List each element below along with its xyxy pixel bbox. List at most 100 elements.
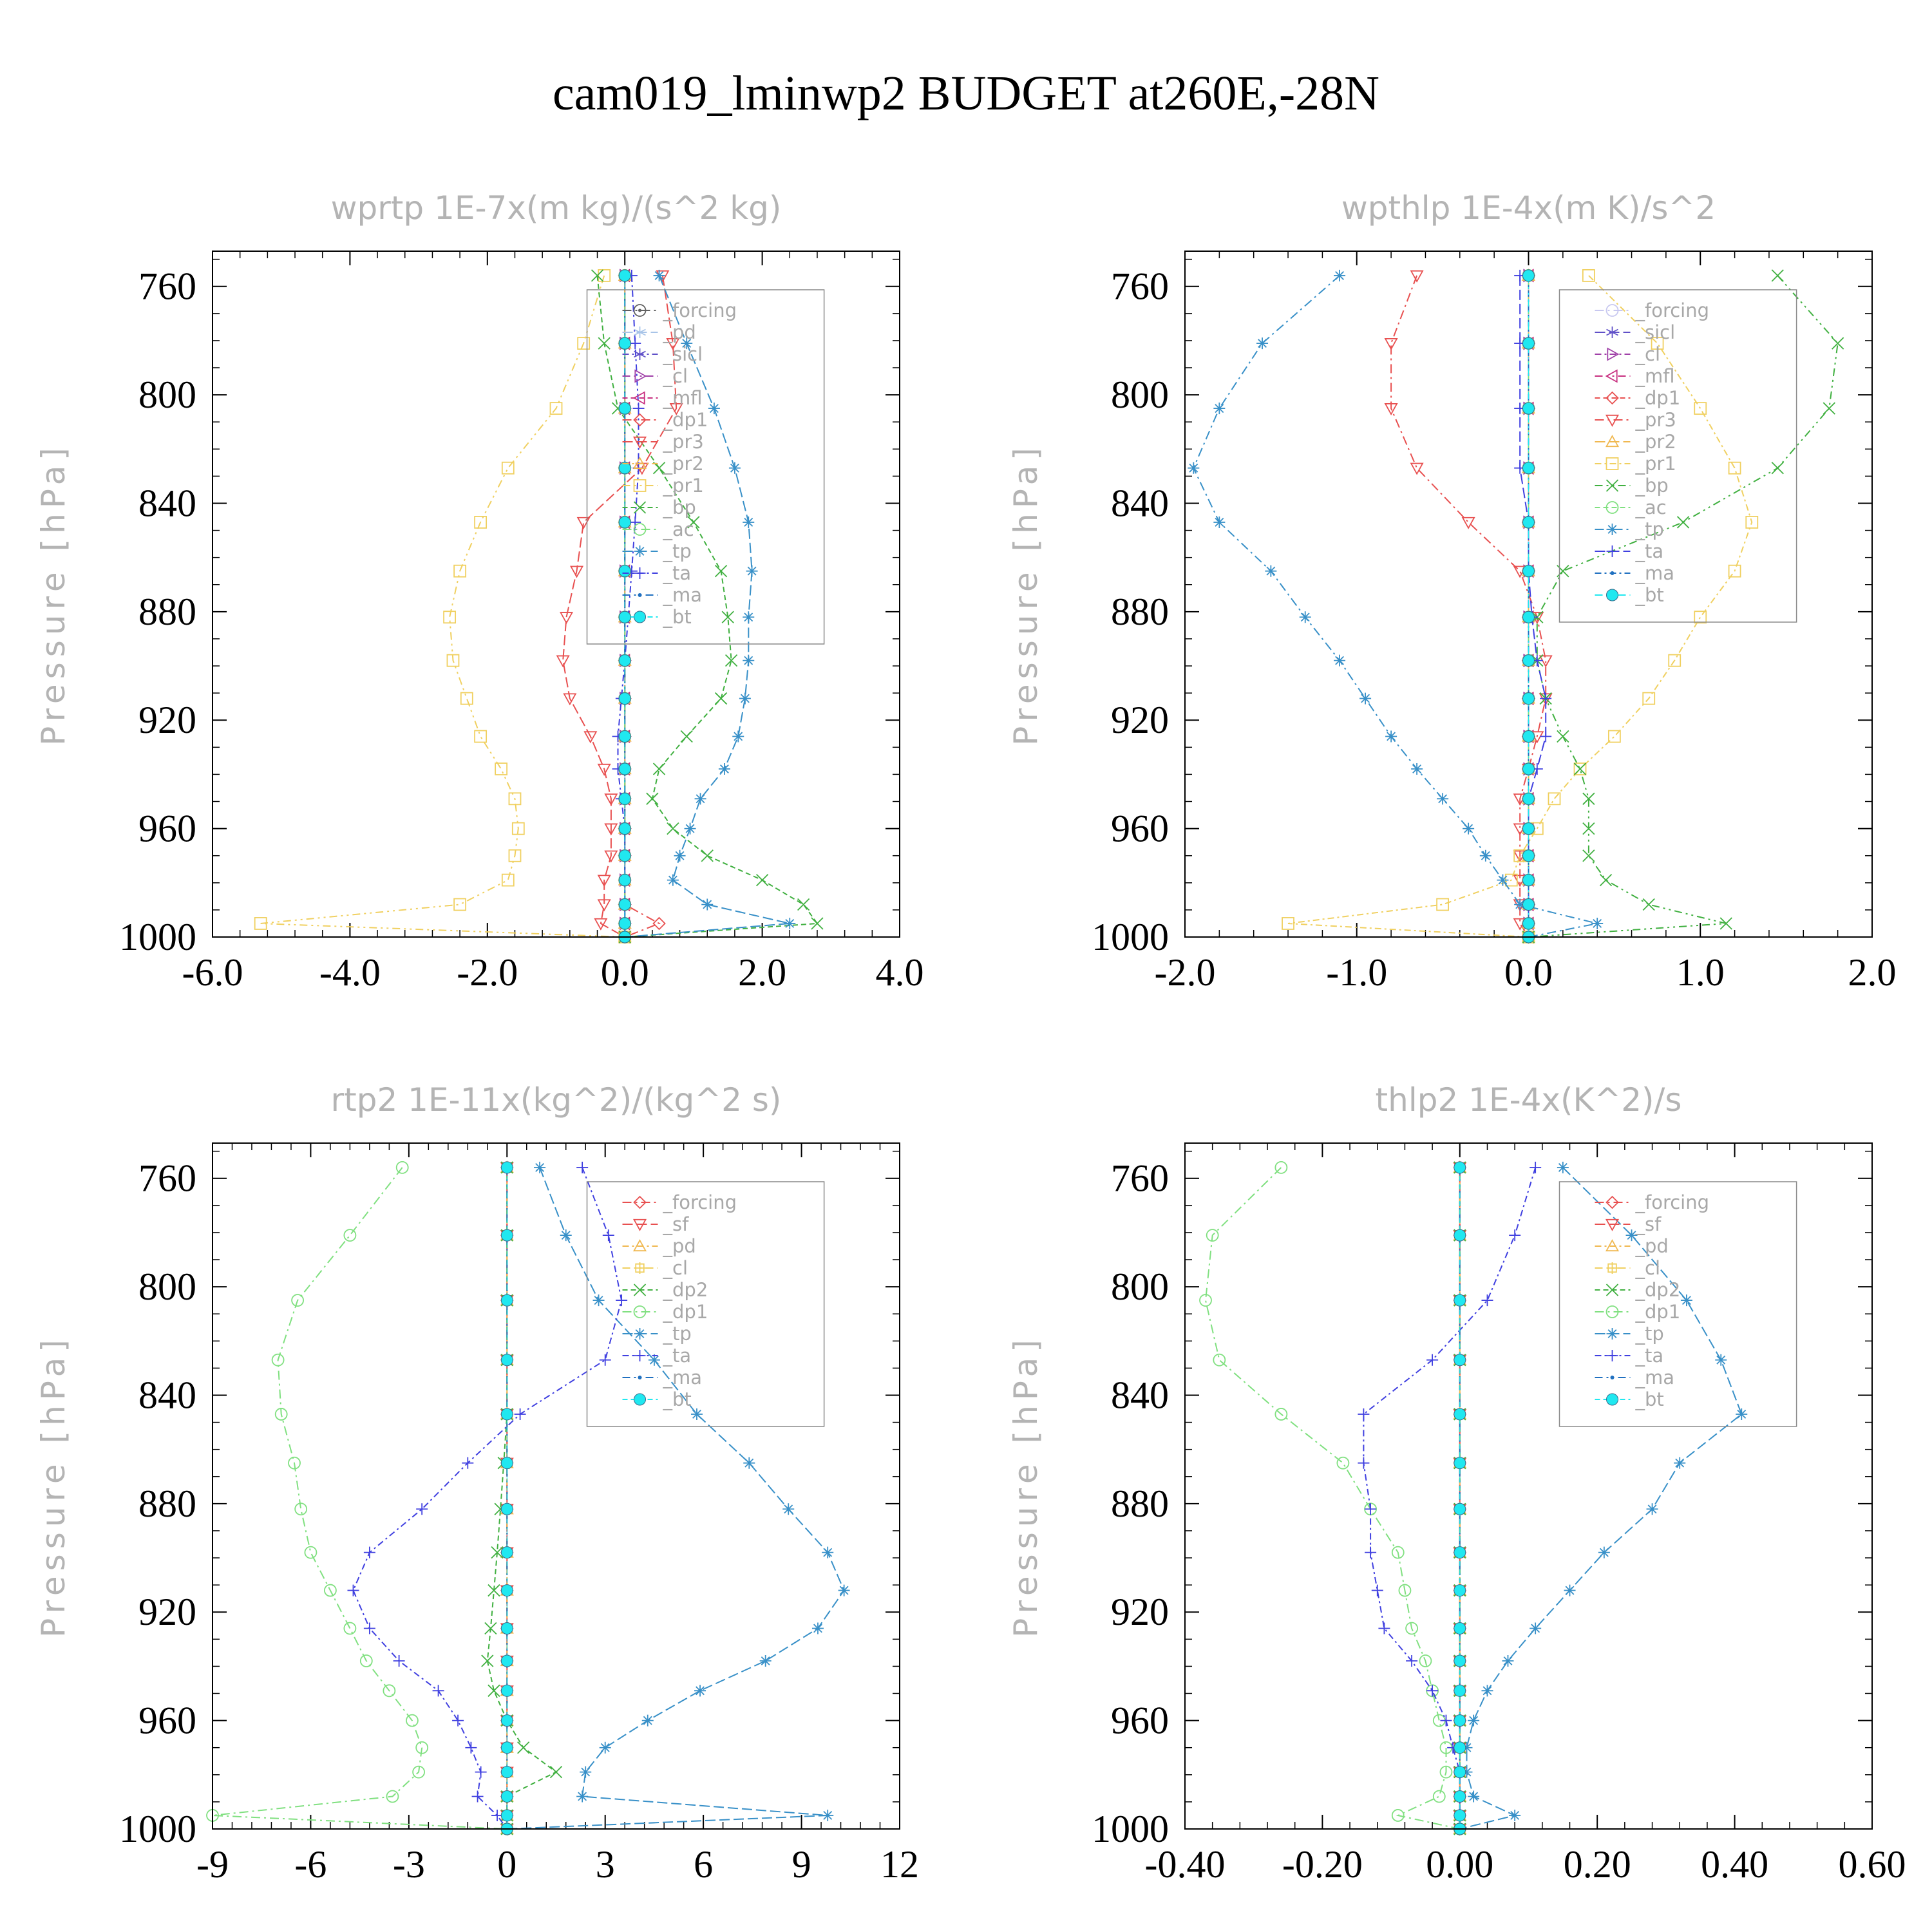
data-point-pr1: [1548, 792, 1561, 806]
y-tick-label: 920: [1111, 699, 1169, 741]
data-point-pr3: [597, 899, 611, 912]
data-point-bt: [1454, 1809, 1466, 1822]
series-line-bp: [1528, 275, 1839, 938]
data-point-pr1: [501, 873, 515, 887]
data-point-dp1: [1398, 1584, 1412, 1597]
data-point-bt: [500, 1161, 513, 1174]
data-point-pr1: [495, 762, 508, 775]
x-tick-label: 0: [497, 1843, 516, 1886]
data-point-dp2: [488, 1684, 500, 1697]
x-tick-label: 2.0: [1848, 951, 1897, 994]
data-point-ta: [602, 1229, 614, 1242]
data-point-ta: [616, 1294, 628, 1307]
data-point-tp: [1334, 654, 1346, 667]
legend-marker: [1606, 524, 1618, 535]
series-line-tp: [1459, 1167, 1743, 1830]
data-point-pr3: [604, 793, 618, 806]
y-tick-label: 1000: [119, 1808, 196, 1850]
data-point-tp: [1715, 1354, 1727, 1366]
data-point-pr3: [1410, 462, 1424, 475]
data-point-pr1: [1282, 917, 1294, 930]
data-point-bt: [500, 1790, 513, 1803]
data-point-pr3: [1384, 403, 1398, 416]
data-point-bp: [797, 898, 810, 911]
data-point-dp1: [343, 1622, 357, 1635]
chart-panel-3: rtp2 1E-11x(kg^2)/(kg^2 s) Pressure [hPa]…: [35, 1081, 919, 1886]
legend-label: _pr3: [663, 431, 704, 453]
data-point-ta: [363, 1622, 375, 1634]
x-tick-label: 1.0: [1676, 951, 1725, 994]
legend-box: [1558, 289, 1797, 623]
y-tick-label: 840: [138, 482, 196, 524]
data-point-bp: [755, 873, 769, 887]
data-point-tp: [743, 654, 755, 667]
data-point-bt: [1522, 692, 1535, 705]
x-tick-label: -0.40: [1145, 1843, 1226, 1886]
data-point-bp: [1582, 822, 1595, 835]
data-point-tp: [560, 1229, 572, 1242]
legend-label: _pd: [663, 1235, 696, 1257]
data-point-bt: [500, 1584, 513, 1597]
legend-marker: [1606, 1350, 1618, 1361]
data-point-dp1: [395, 1160, 409, 1174]
legend: _forcing_sf_pd_cl_dp2_dp1_tp_ta_ma_bt: [1558, 1181, 1797, 1427]
data-point-bt: [1454, 1294, 1466, 1307]
data-point-dp1: [1432, 1790, 1446, 1803]
legend-marker: [1606, 1328, 1618, 1340]
legend-box: [1558, 1181, 1797, 1427]
series-line-dp2: [486, 1167, 558, 1829]
data-point-tp: [1509, 1809, 1521, 1821]
panels: wprtp 1E-7x(m kg)/(s^2 kg) Pressure [hPa]…: [35, 189, 1906, 1886]
legend-marker: [633, 413, 647, 427]
data-point-ta: [1358, 1408, 1370, 1420]
data-point-pr3: [576, 516, 591, 529]
data-point-bt: [1454, 1766, 1466, 1779]
legend-marker: [634, 348, 646, 360]
panel-title: wpthlp 1E-4x(m K)/s^2: [1341, 189, 1716, 227]
data-point-tp: [592, 1294, 605, 1307]
data-point-tp: [1334, 269, 1346, 281]
x-tick-label: 9: [792, 1843, 811, 1886]
data-point-pr1: [1728, 564, 1741, 578]
data-point-dp2: [484, 1622, 497, 1635]
data-point-ta: [1426, 1354, 1439, 1366]
legend-label: _dp2: [663, 1279, 708, 1301]
legend-label: _mfl: [1635, 365, 1675, 387]
data-point-tp: [701, 898, 714, 911]
legend-marker: [1606, 1393, 1619, 1406]
data-point-ta: [393, 1655, 405, 1667]
data-point-pr1: [1728, 461, 1741, 475]
data-point-ta: [1365, 1503, 1377, 1515]
data-point-bp: [591, 269, 604, 282]
data-point-dp1: [1405, 1622, 1419, 1635]
legend-label: _forcing: [1635, 1191, 1710, 1213]
legend-label: _bt: [663, 606, 692, 628]
legend-label: _forcing: [663, 1191, 737, 1213]
data-point-ta: [475, 1766, 487, 1778]
data-point-bp: [724, 654, 738, 667]
legend-label: _tp: [1635, 1323, 1664, 1345]
data-point-dp1: [415, 1741, 429, 1754]
y-axis-label: Pressure [hPa]: [1007, 1334, 1045, 1638]
legend-label: _cl: [1635, 343, 1661, 365]
data-point-bt: [1522, 874, 1535, 887]
legend-label: _tp: [1635, 518, 1664, 540]
data-point-bt: [618, 874, 631, 887]
data-point-bt: [1454, 1741, 1466, 1754]
legend-label: _ta: [1635, 1345, 1664, 1367]
data-point-pr1: [549, 402, 563, 415]
data-point-bt: [1454, 1229, 1466, 1242]
legend-marker: [1606, 589, 1619, 601]
data-point-bt: [618, 516, 631, 529]
y-tick-label: 920: [138, 1591, 196, 1633]
x-tick-label: 4.0: [876, 951, 924, 994]
legend-marker: [1606, 545, 1618, 557]
legend-marker: [1605, 501, 1619, 514]
y-tick-label: 920: [1111, 1591, 1169, 1633]
y-tick-label: 840: [1111, 1374, 1169, 1416]
data-point-tp: [743, 611, 755, 623]
data-point-ta: [1530, 1161, 1542, 1173]
data-point-bt: [1454, 1354, 1466, 1367]
data-point-pr1: [460, 692, 473, 705]
